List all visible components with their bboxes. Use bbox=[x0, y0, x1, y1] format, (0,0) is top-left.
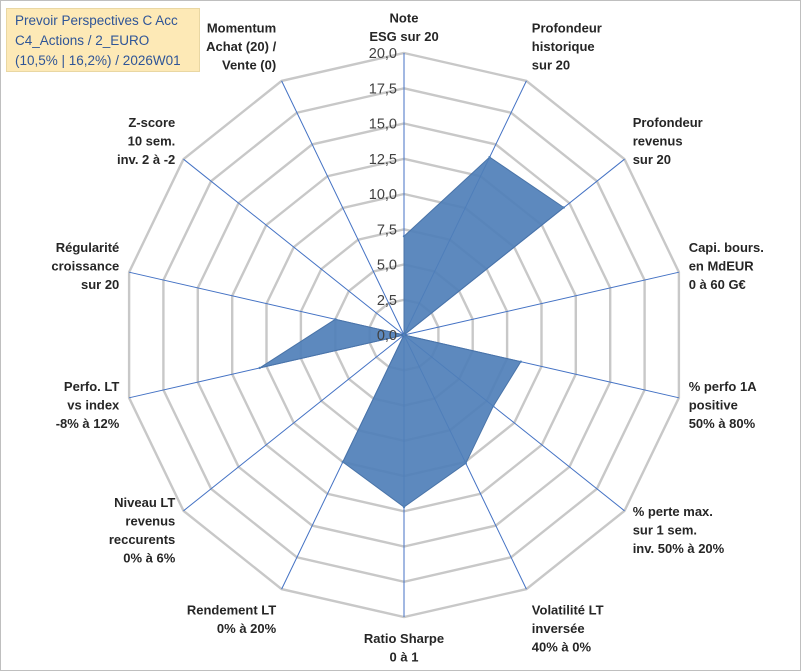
axis-label: Volatilité LT inversée 40% à 0% bbox=[532, 602, 604, 654]
data-point bbox=[334, 318, 337, 321]
tick-label: 17,5 bbox=[369, 81, 397, 97]
tick-label: 20,0 bbox=[369, 46, 397, 62]
data-point bbox=[402, 235, 406, 238]
radial-tick-labels: 0,0 2,5 5,0 7,5 10,0 12,5 15,0 17,5 20,0 bbox=[369, 46, 397, 344]
axis-spoke bbox=[281, 80, 405, 336]
data-point bbox=[402, 505, 406, 509]
data-point bbox=[258, 366, 261, 370]
axis-label: Momentum Achat (20) / Vente (0) bbox=[206, 21, 276, 73]
axis-spoke bbox=[183, 158, 405, 336]
tick-label: 7,5 bbox=[377, 222, 397, 238]
title-line-3: (10,5% | 16,2%) / 2026W01 bbox=[15, 53, 181, 68]
axis-label: Ratio Sharpe 0 à 1 bbox=[364, 631, 444, 665]
axis-label: % perte max. sur 1 sem. inv. 50% à 20% bbox=[633, 504, 725, 556]
axis-label: Régularité croissance sur 20 bbox=[51, 240, 119, 292]
data-point bbox=[402, 333, 406, 337]
axis-labels: Note ESG sur 20 Profondeur historique sur 20… bbox=[51, 11, 763, 665]
tick-label: 15,0 bbox=[369, 117, 397, 133]
radar-series bbox=[258, 155, 565, 509]
axis-label: Z-score 10 sem. inv. 2 à -2 bbox=[117, 115, 175, 167]
axis-label: Note ESG sur 20 bbox=[369, 11, 438, 45]
data-point bbox=[464, 462, 467, 465]
series-area bbox=[259, 156, 565, 508]
axis-spoke bbox=[183, 334, 405, 512]
tick-label: 12,5 bbox=[369, 152, 397, 168]
tick-label: 10,0 bbox=[369, 187, 397, 203]
axis-label: Rendement LT 0% à 20% bbox=[187, 602, 277, 636]
data-point bbox=[519, 360, 522, 363]
axis-label: Capi. bours. en MdEUR 0 à 60 G€ bbox=[689, 240, 764, 292]
axis-label: Niveau LT revenus reccurents 0% à 6% bbox=[109, 495, 176, 566]
axis-label: Profondeur revenus sur 20 bbox=[633, 115, 703, 167]
data-point bbox=[562, 206, 565, 209]
axis-label: Perfo. LT vs index -8% à 12% bbox=[56, 379, 120, 431]
title-line-2: C4_Actions / 2_EURO bbox=[15, 33, 150, 48]
axis-label: % perfo 1A positive 50% à 80% bbox=[689, 379, 758, 431]
data-point bbox=[341, 460, 344, 464]
axis-spoke bbox=[403, 271, 680, 336]
tick-label: 0,0 bbox=[377, 328, 397, 344]
data-point bbox=[488, 155, 491, 159]
tick-label: 5,0 bbox=[377, 258, 397, 274]
chart-title-box: Prevoir Perspectives C Acc C4_Actions / … bbox=[6, 8, 200, 72]
tick-label: 2,5 bbox=[377, 293, 397, 309]
title-line-1: Prevoir Perspectives C Acc bbox=[15, 13, 178, 28]
data-point bbox=[492, 405, 495, 408]
axis-label: Profondeur historique sur 20 bbox=[532, 21, 602, 73]
